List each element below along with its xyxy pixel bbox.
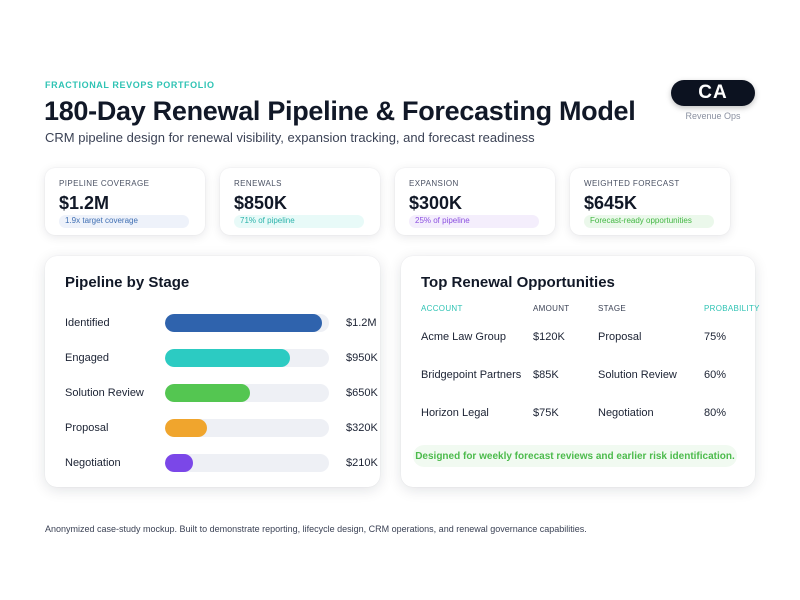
kpi-value: $850K: [234, 193, 288, 213]
stage-cell: Proposal: [598, 331, 642, 343]
stage-bar-track: [165, 349, 329, 367]
stage-bar-track: [165, 314, 329, 332]
stage-row-engaged: Engaged $950K: [65, 348, 385, 368]
stage-value: $650K: [346, 387, 378, 399]
amount-cell: $120K: [533, 331, 565, 343]
stage-cell: Negotiation: [598, 407, 654, 419]
stage-bar-fill: [165, 454, 193, 472]
kpi-value: $645K: [584, 193, 638, 213]
forecast-note: Designed for weekly forecast reviews and…: [413, 445, 737, 467]
account-cell: Bridgepoint Partners: [421, 369, 522, 381]
stage-row-identified: Identified $1.2M: [65, 313, 385, 333]
probability-cell: 60%: [704, 369, 727, 381]
pipeline-by-stage-card: Pipeline by Stage Identified $1.2M Engag…: [45, 256, 380, 487]
page-title: 180-Day Renewal Pipeline & Forecasting M…: [44, 96, 636, 126]
kpi-note: 71% of pipeline: [234, 215, 364, 228]
badge-caption: Revenue Ops: [685, 111, 741, 121]
stage-bar-fill: [165, 314, 323, 332]
stage-label: Proposal: [65, 422, 109, 434]
stage-value: $320K: [346, 422, 378, 434]
column-header-probability: PROBABILITY: [704, 304, 760, 313]
page-subtitle: CRM pipeline design for renewal visibili…: [45, 130, 535, 145]
probability-cell: 75%: [704, 331, 727, 343]
account-cell: Horizon Legal: [421, 407, 489, 419]
stage-label: Engaged: [65, 352, 110, 364]
column-header-amount: AMOUNT: [533, 304, 570, 313]
opportunities-title: Top Renewal Opportunities: [421, 274, 615, 291]
portfolio-eyebrow: FRACTIONAL REVOPS PORTFOLIO: [45, 80, 215, 90]
kpi-card-expansion: EXPANSION $300K 25% of pipeline: [395, 168, 555, 235]
stage-label: Solution Review: [65, 387, 144, 399]
column-header-stage: STAGE: [598, 304, 627, 313]
kpi-value: $1.2M: [59, 193, 110, 213]
stage-bar-fill: [165, 419, 207, 437]
amount-cell: $75K: [533, 407, 559, 419]
stage-row-negotiation: Negotiation $210K: [65, 453, 385, 473]
initials-badge: CA: [671, 80, 755, 106]
stage-cell: Solution Review: [598, 369, 677, 381]
kpi-note: Forecast-ready opportunities: [584, 215, 714, 228]
kpi-note: 25% of pipeline: [409, 215, 539, 228]
stage-bar-track: [165, 419, 329, 437]
kpi-label: WEIGHTED FORECAST: [584, 179, 680, 188]
kpi-value: $300K: [409, 193, 463, 213]
stage-bar-track: [165, 454, 329, 472]
footer-disclaimer: Anonymized case-study mockup. Built to d…: [45, 524, 587, 534]
top-renewal-opportunities-card: Top Renewal Opportunities ACCOUNT AMOUNT…: [401, 256, 759, 487]
kpi-card-renewals: RENEWALS $850K 71% of pipeline: [220, 168, 380, 235]
stage-value: $1.2M: [346, 317, 377, 329]
stage-bar-track: [165, 384, 329, 402]
stage-row-solution-review: Solution Review $650K: [65, 383, 385, 403]
column-header-account: ACCOUNT: [421, 304, 463, 313]
kpi-card-weighted-forecast: WEIGHTED FORECAST $645K Forecast-ready o…: [570, 168, 730, 235]
kpi-card-pipeline-coverage: PIPELINE COVERAGE $1.2M 1.9x target cove…: [45, 168, 205, 235]
stage-row-proposal: Proposal $320K: [65, 418, 385, 438]
stage-bar-fill: [165, 349, 290, 367]
stage-value: $950K: [346, 352, 378, 364]
kpi-label: PIPELINE COVERAGE: [59, 179, 150, 188]
kpi-label: RENEWALS: [234, 179, 282, 188]
stage-label: Negotiation: [65, 457, 121, 469]
amount-cell: $85K: [533, 369, 559, 381]
kpi-label: EXPANSION: [409, 179, 459, 188]
pipeline-by-stage-title: Pipeline by Stage: [65, 274, 190, 291]
stage-bar-fill: [165, 384, 251, 402]
stage-value: $210K: [346, 457, 378, 469]
kpi-note: 1.9x target coverage: [59, 215, 189, 228]
account-cell: Acme Law Group: [421, 331, 506, 343]
stage-label: Identified: [65, 317, 110, 329]
probability-cell: 80%: [704, 407, 727, 419]
